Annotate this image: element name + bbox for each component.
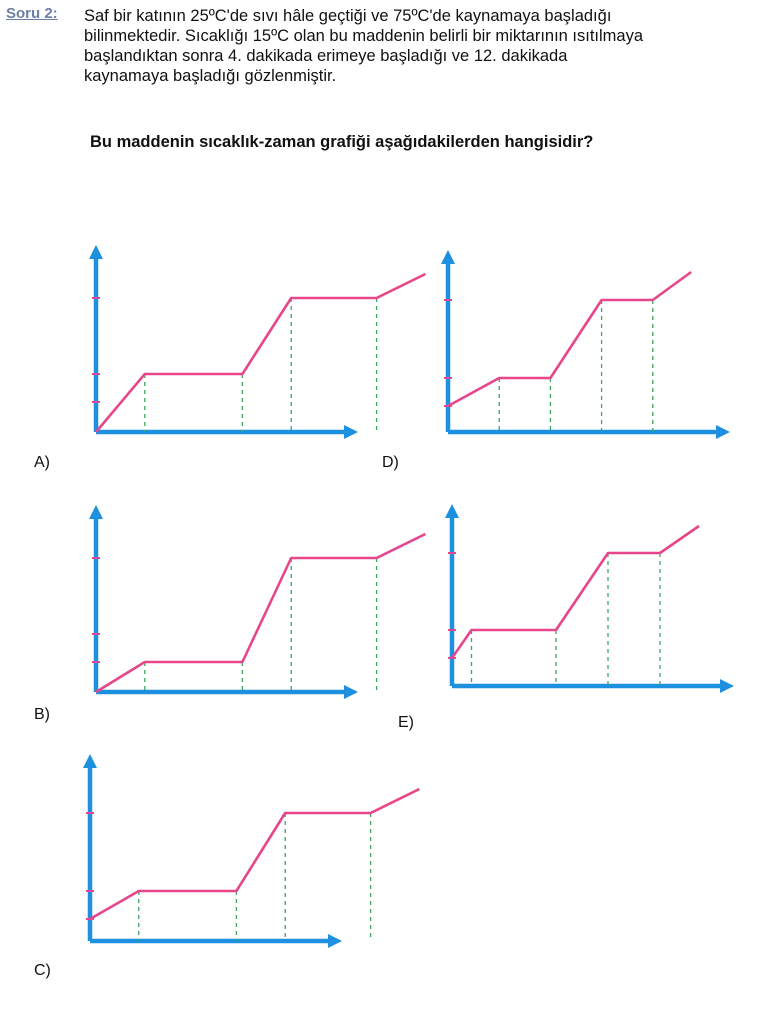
option-a-graph[interactable] (60, 238, 426, 488)
option-e-graph[interactable] (410, 495, 740, 745)
y-axis-arrow (445, 504, 459, 518)
y-axis-arrow (83, 754, 97, 768)
option-e-label[interactable]: E) (398, 714, 414, 731)
question-label: Soru 2: (6, 5, 58, 22)
question-ask: Bu maddenin sıcaklık-zaman grafiği aşağı… (90, 133, 594, 151)
option-c-graph[interactable] (50, 745, 420, 995)
option-b-graph[interactable] (60, 498, 426, 748)
option-c-label[interactable]: C) (34, 962, 51, 979)
y-axis-arrow (441, 250, 455, 264)
x-axis-arrow (716, 425, 730, 439)
question-text: Saf bir katının 25ºC'de sıvı hâle geçtiğ… (84, 7, 644, 85)
option-d-label[interactable]: D) (382, 454, 399, 471)
data-line (447, 270, 692, 408)
option-b-label[interactable]: B) (34, 706, 50, 723)
data-line (89, 787, 420, 921)
y-axis-arrow (89, 245, 103, 259)
option-d-graph[interactable] (410, 240, 730, 490)
x-axis-arrow (328, 934, 342, 948)
x-axis-arrow (344, 425, 358, 439)
x-axis-arrow (344, 685, 358, 699)
data-line (95, 272, 426, 433)
y-axis-arrow (89, 505, 103, 519)
data-line (450, 524, 700, 659)
x-axis-arrow (720, 679, 734, 693)
data-line (95, 532, 426, 694)
option-a-label[interactable]: A) (34, 454, 50, 471)
